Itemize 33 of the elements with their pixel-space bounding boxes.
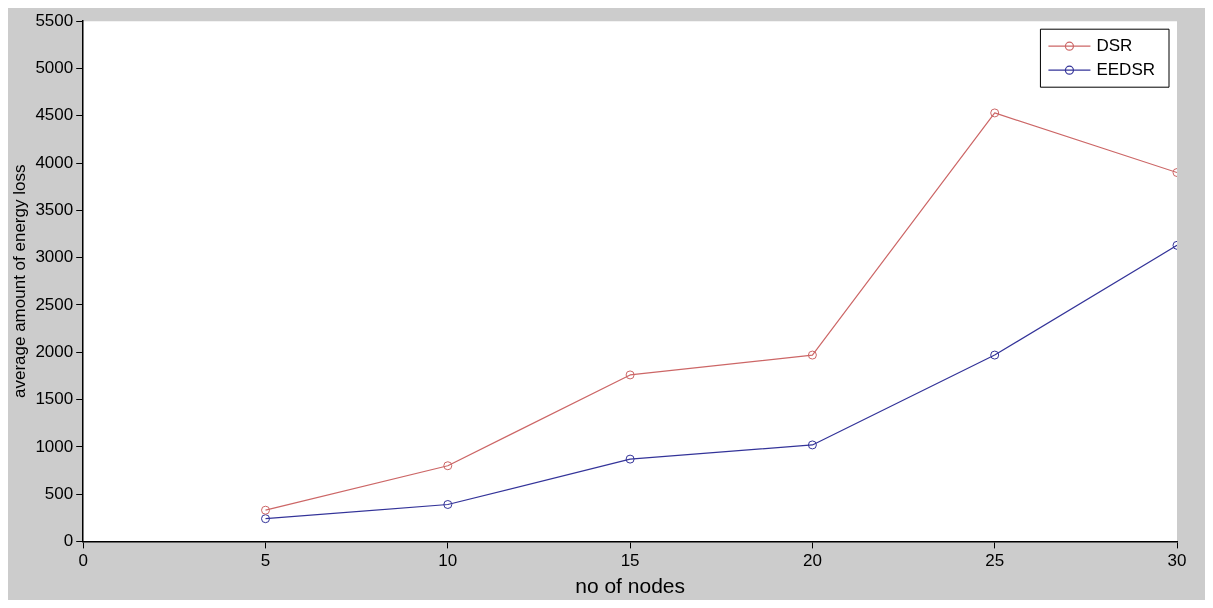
y-tick-label: 3000 [35,247,74,267]
point [443,500,453,510]
point [807,440,817,450]
y-tick-label: 0 [63,531,74,551]
point [807,350,817,360]
y-tick-label: 2500 [35,294,74,314]
y-tick-label: 1000 [35,436,74,456]
point [261,505,271,515]
x-tick-label: 0 [78,551,88,571]
legend-label: EEDSR [1096,59,1156,79]
x-tick-label: 20 [802,551,822,571]
y-tick-label: 500 [44,483,74,503]
y-tick-label: 4000 [35,152,74,172]
y-tick-label: 5500 [35,10,74,30]
x-axis-title: no of nodes [575,574,685,598]
point [625,370,635,380]
y-tick-label: 4500 [35,105,74,125]
point [443,461,453,471]
y-axis-title: average amount of energy loss [9,164,29,399]
x-tick-label: 15 [620,551,640,571]
point [990,108,1000,118]
x-tick-label: 5 [260,551,271,571]
y-tick-label: 1500 [35,389,74,409]
x-tick-label: 25 [985,551,1005,571]
point [625,454,635,464]
x-tick-label: 30 [1167,551,1187,571]
y-tick-label: 3500 [35,200,74,220]
y-tick-label: 5000 [35,58,74,78]
y-tick-label: 2000 [35,341,74,361]
legend-label: DSR [1096,35,1133,55]
point [990,350,1000,360]
x-tick-label: 10 [438,551,458,571]
point [261,514,271,524]
